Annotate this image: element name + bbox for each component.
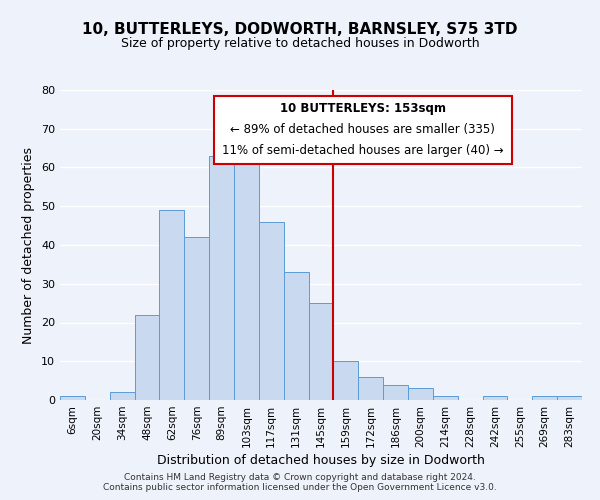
Bar [557,396,582,400]
Bar [383,384,408,400]
Text: Contains public sector information licensed under the Open Government Licence v3: Contains public sector information licen… [103,484,497,492]
Bar [110,392,134,400]
Bar [284,272,308,400]
X-axis label: Distribution of detached houses by size in Dodworth: Distribution of detached houses by size … [157,454,485,467]
Bar [160,210,184,400]
Text: 10 BUTTERLEYS: 153sqm: 10 BUTTERLEYS: 153sqm [280,102,446,116]
Text: 11% of semi-detached houses are larger (40) →: 11% of semi-detached houses are larger (… [222,144,503,157]
Text: 10, BUTTERLEYS, DODWORTH, BARNSLEY, S75 3TD: 10, BUTTERLEYS, DODWORTH, BARNSLEY, S75 … [82,22,518,38]
Bar [234,148,259,400]
Bar [334,361,358,400]
Text: ← 89% of detached houses are smaller (335): ← 89% of detached houses are smaller (33… [230,122,495,136]
Bar [209,156,234,400]
FancyBboxPatch shape [214,96,512,164]
Bar [408,388,433,400]
Text: Contains HM Land Registry data © Crown copyright and database right 2024.: Contains HM Land Registry data © Crown c… [124,472,476,482]
Text: Size of property relative to detached houses in Dodworth: Size of property relative to detached ho… [121,38,479,51]
Bar [358,377,383,400]
Y-axis label: Number of detached properties: Number of detached properties [22,146,35,344]
Bar [308,303,334,400]
Bar [433,396,458,400]
Bar [60,396,85,400]
Bar [532,396,557,400]
Bar [184,238,209,400]
Bar [134,315,160,400]
Bar [482,396,508,400]
Bar [259,222,284,400]
